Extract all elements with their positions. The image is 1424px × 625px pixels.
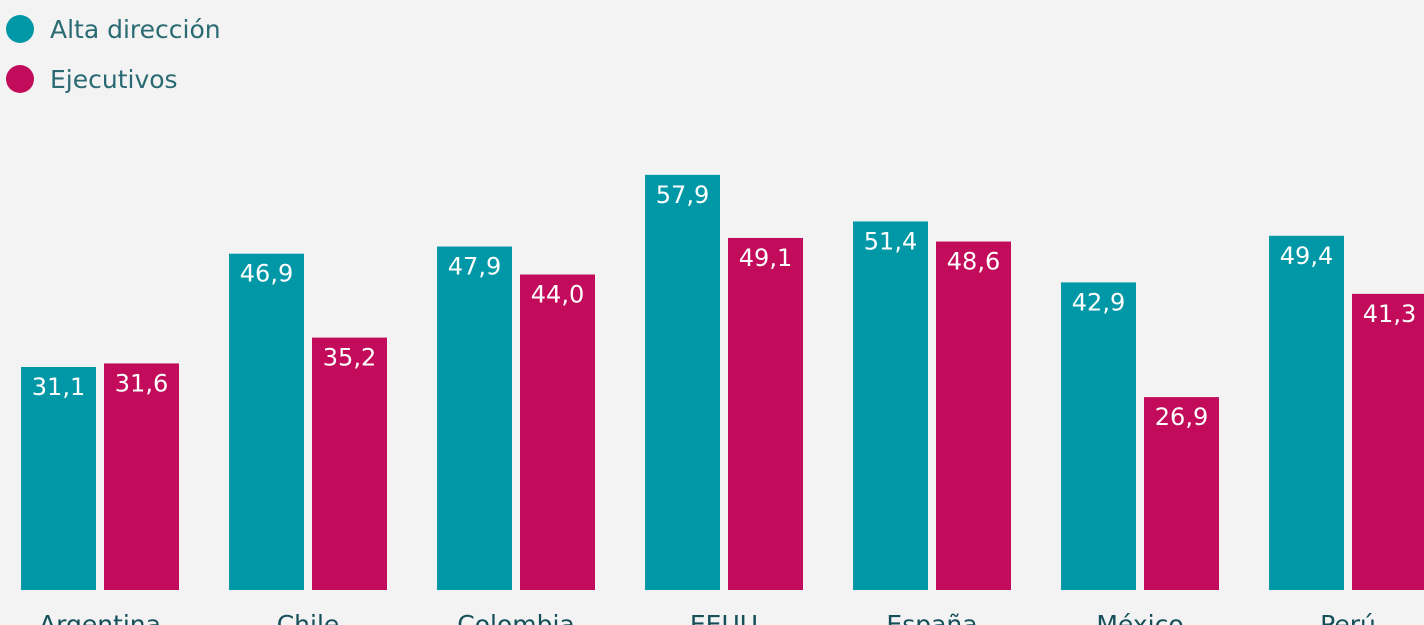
bar-value-label: 49,1	[739, 244, 792, 272]
category-label-chile: Chile	[277, 610, 340, 625]
bar-value-label: 51,4	[864, 227, 917, 255]
bar-chile-ejecutivos	[312, 337, 387, 590]
bar-eeuu-ejecutivos	[728, 237, 803, 590]
category-label-méxico: México	[1096, 610, 1183, 625]
bar-value-label: 49,4	[1280, 242, 1333, 270]
bar-méxico-alta-direccion	[1061, 282, 1136, 590]
category-label-perú: Perú	[1320, 610, 1376, 625]
bar-value-label: 42,9	[1072, 288, 1125, 316]
bar-value-label: 41,3	[1363, 300, 1416, 328]
bar-value-label: 31,6	[115, 369, 168, 397]
bar-méxico-ejecutivos	[1144, 397, 1219, 590]
legend-item-ejecutivos: Ejecutivos	[6, 54, 221, 104]
category-label-españa: España	[886, 610, 977, 625]
bar-value-label: 46,9	[240, 260, 293, 288]
category-label-argentina: Argentina	[39, 610, 161, 625]
bar-value-label: 57,9	[656, 181, 709, 209]
bar-argentina-ejecutivos	[104, 363, 179, 590]
bar-perú-alta-direccion	[1269, 235, 1344, 590]
bar-españa-alta-direccion	[853, 221, 928, 590]
bar-value-label: 26,9	[1155, 403, 1208, 431]
legend: Alta dirección Ejecutivos	[6, 4, 221, 104]
category-label-colombia: Colombia	[457, 610, 574, 625]
bar-españa-ejecutivos	[936, 241, 1011, 590]
legend-label-ejecutivos: Ejecutivos	[50, 64, 178, 94]
bar-eeuu-alta-direccion	[645, 174, 720, 590]
legend-swatch-ejecutivos	[6, 65, 34, 93]
bar-value-label: 35,2	[323, 344, 376, 372]
bar-perú-ejecutivos	[1352, 293, 1424, 590]
bar-value-label: 44,0	[531, 281, 584, 309]
bar-value-label: 48,6	[947, 248, 1000, 276]
bar-argentina-alta-direccion	[21, 367, 96, 590]
bar-value-label: 31,1	[32, 373, 85, 401]
bar-colombia-alta-direccion	[437, 246, 512, 590]
legend-label-alta-direccion: Alta dirección	[50, 14, 221, 44]
legend-swatch-alta-direccion	[6, 15, 34, 43]
legend-item-alta-direccion: Alta dirección	[6, 4, 221, 54]
bar-colombia-ejecutivos	[520, 274, 595, 590]
category-label-eeuu: EEUU	[690, 610, 758, 625]
bar-chile-alta-direccion	[229, 253, 304, 591]
bar-value-label: 47,9	[448, 253, 501, 281]
